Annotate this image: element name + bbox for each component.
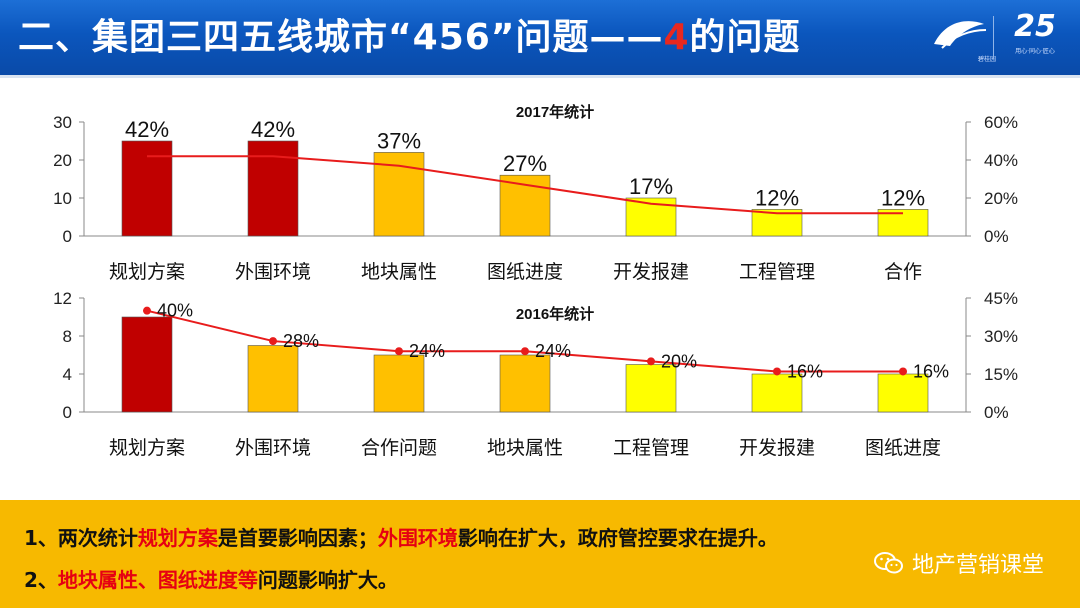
bar: [499, 354, 551, 413]
wechat-icon: [873, 552, 903, 574]
percentage-label: 40%: [157, 301, 193, 321]
line-marker: [395, 347, 403, 356]
y-tick-label: 8: [63, 327, 72, 346]
bar: [625, 364, 677, 413]
bar: [877, 373, 929, 413]
line-marker: [647, 357, 655, 366]
percentage-label: 16%: [913, 361, 949, 381]
percentage-line: [147, 155, 903, 215]
line-marker: [521, 347, 529, 356]
bar: [247, 345, 299, 413]
anniversary-badge: 25 用心·同心·匠心: [1000, 8, 1070, 66]
y-tick-label: 12: [53, 289, 72, 308]
percentage-label: 42%: [125, 117, 169, 142]
conclusion-line-1: 1、两次统计规划方案是首要影响因素；外围环境影响在扩大，政府管控要求在提升。: [24, 522, 778, 551]
y2-tick-label: 15%: [984, 365, 1018, 384]
y-tick-label: 30: [53, 113, 72, 132]
category-label: 地块属性: [361, 261, 437, 283]
line1-pre: 1、两次统计: [24, 526, 138, 550]
title-post: 的问题: [689, 17, 801, 58]
line-marker: [143, 306, 151, 315]
title-highlight: 4: [663, 17, 690, 58]
y2-tick-label: 30%: [984, 327, 1018, 346]
category-label: 开发报建: [613, 261, 689, 283]
percentage-label: 12%: [881, 185, 925, 210]
y2-tick-label: 20%: [984, 189, 1018, 208]
y2-tick-label: 40%: [984, 151, 1018, 170]
y-tick-label: 0: [63, 403, 72, 422]
category-label: 规划方案: [109, 261, 185, 283]
category-label: 合作问题: [361, 437, 437, 459]
line-marker: [899, 367, 907, 376]
header-underline: [0, 75, 1080, 78]
y-tick-label: 4: [63, 365, 72, 384]
category-label: 图纸进度: [487, 261, 563, 283]
brand-logo-icon: [934, 21, 987, 49]
percentage-label: 24%: [409, 341, 445, 361]
chart-title: 2016年统计: [516, 305, 594, 323]
category-label: 开发报建: [739, 437, 815, 459]
header-divider: [993, 16, 994, 58]
watermark: 地产营销课堂: [873, 547, 1044, 579]
y2-tick-label: 45%: [984, 289, 1018, 308]
category-label: 地块属性: [487, 437, 563, 459]
line-marker: [773, 367, 781, 376]
category-label: 规划方案: [109, 437, 185, 459]
line2-highlight: 地块属性、图纸进度等: [57, 568, 258, 592]
percentage-label: 28%: [283, 331, 319, 351]
y2-tick-label: 0%: [984, 403, 1009, 422]
line2-pre: 2、: [24, 568, 58, 592]
percentage-label: 37%: [377, 128, 421, 153]
percentage-label: 17%: [629, 174, 673, 199]
chart-title: 2017年统计: [516, 103, 594, 121]
bar: [121, 316, 173, 413]
line-marker: [269, 337, 277, 346]
y-tick-label: 0: [63, 227, 72, 246]
category-label: 图纸进度: [865, 437, 941, 459]
bar: [373, 354, 425, 413]
conclusion-line-2: 2、地块属性、图纸进度等问题影响扩大。: [24, 564, 398, 593]
y2-tick-label: 60%: [984, 113, 1018, 132]
percentage-label: 20%: [661, 351, 697, 371]
category-label: 工程管理: [613, 437, 689, 459]
anniversary-subtitle: 用心·同心·匠心: [1015, 48, 1055, 55]
y-tick-label: 20: [53, 151, 72, 170]
bar: [751, 373, 803, 413]
title-pre: 二、集团三四五线城市“456”问题——: [18, 17, 664, 58]
category-label: 工程管理: [739, 261, 815, 283]
category-label: 外围环境: [235, 437, 311, 459]
category-label: 合作: [884, 261, 922, 283]
line1-highlight-1: 规划方案: [137, 526, 218, 550]
category-label: 外围环境: [235, 261, 311, 283]
line1-post: 影响在扩大，政府管控要求在提升。: [457, 526, 778, 550]
line1-highlight-2: 外围环境: [377, 526, 458, 550]
y-tick-label: 10: [53, 189, 72, 208]
percentage-label: 12%: [755, 185, 799, 210]
page-title: 二、集团三四五线城市“456”问题——4的问题: [18, 10, 801, 66]
brand-logo-caption: 碧桂园: [977, 56, 996, 63]
percentage-label: 24%: [535, 341, 571, 361]
anniversary-number: 25: [1014, 9, 1056, 44]
line2-post: 问题影响扩大。: [257, 568, 398, 592]
watermark-text: 地产营销课堂: [911, 553, 1044, 578]
line1-mid: 是首要影响因素；: [217, 526, 378, 550]
percentage-label: 42%: [251, 117, 295, 142]
percentage-label: 16%: [787, 361, 823, 381]
conclusion-box: 1、两次统计规划方案是首要影响因素；外围环境影响在扩大，政府管控要求在提升。 2…: [0, 500, 1080, 608]
percentage-label: 27%: [503, 151, 547, 176]
title-bar: 二、集团三四五线城市“456”问题——4的问题 碧桂园 25 用心·同心·匠心: [0, 0, 1080, 75]
y2-tick-label: 0%: [984, 227, 1009, 246]
